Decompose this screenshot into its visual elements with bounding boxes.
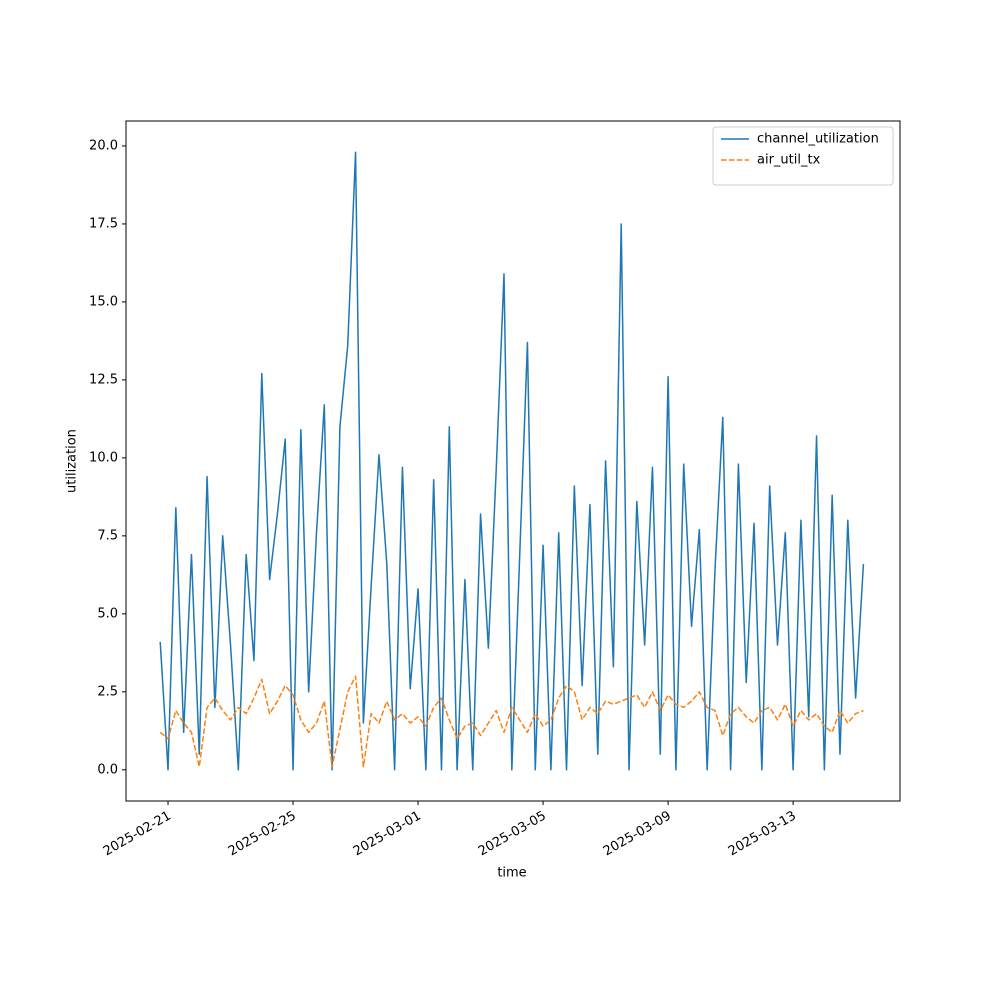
y-tick-label: 17.5 — [89, 216, 118, 231]
y-tick-label: 7.5 — [97, 528, 118, 543]
y-tick-label: 20.0 — [89, 138, 118, 153]
y-tick-label: 12.5 — [89, 372, 118, 387]
legend-box — [712, 126, 894, 186]
y-axis-label: utilization — [65, 429, 80, 493]
series-line — [159, 675, 864, 768]
legend-label: air_util_tx — [757, 153, 821, 168]
y-tick-label: 2.5 — [97, 684, 118, 699]
y-tick-label: 5.0 — [97, 606, 118, 621]
x-axis-label: time — [497, 866, 526, 881]
plot-frame — [125, 120, 901, 802]
y-tick-label: 15.0 — [89, 294, 118, 309]
series-line — [159, 151, 865, 771]
y-tick-label: 10.0 — [89, 450, 118, 465]
legend-label: channel_utilization — [757, 132, 879, 147]
y-tick-label: 0.0 — [97, 762, 118, 777]
